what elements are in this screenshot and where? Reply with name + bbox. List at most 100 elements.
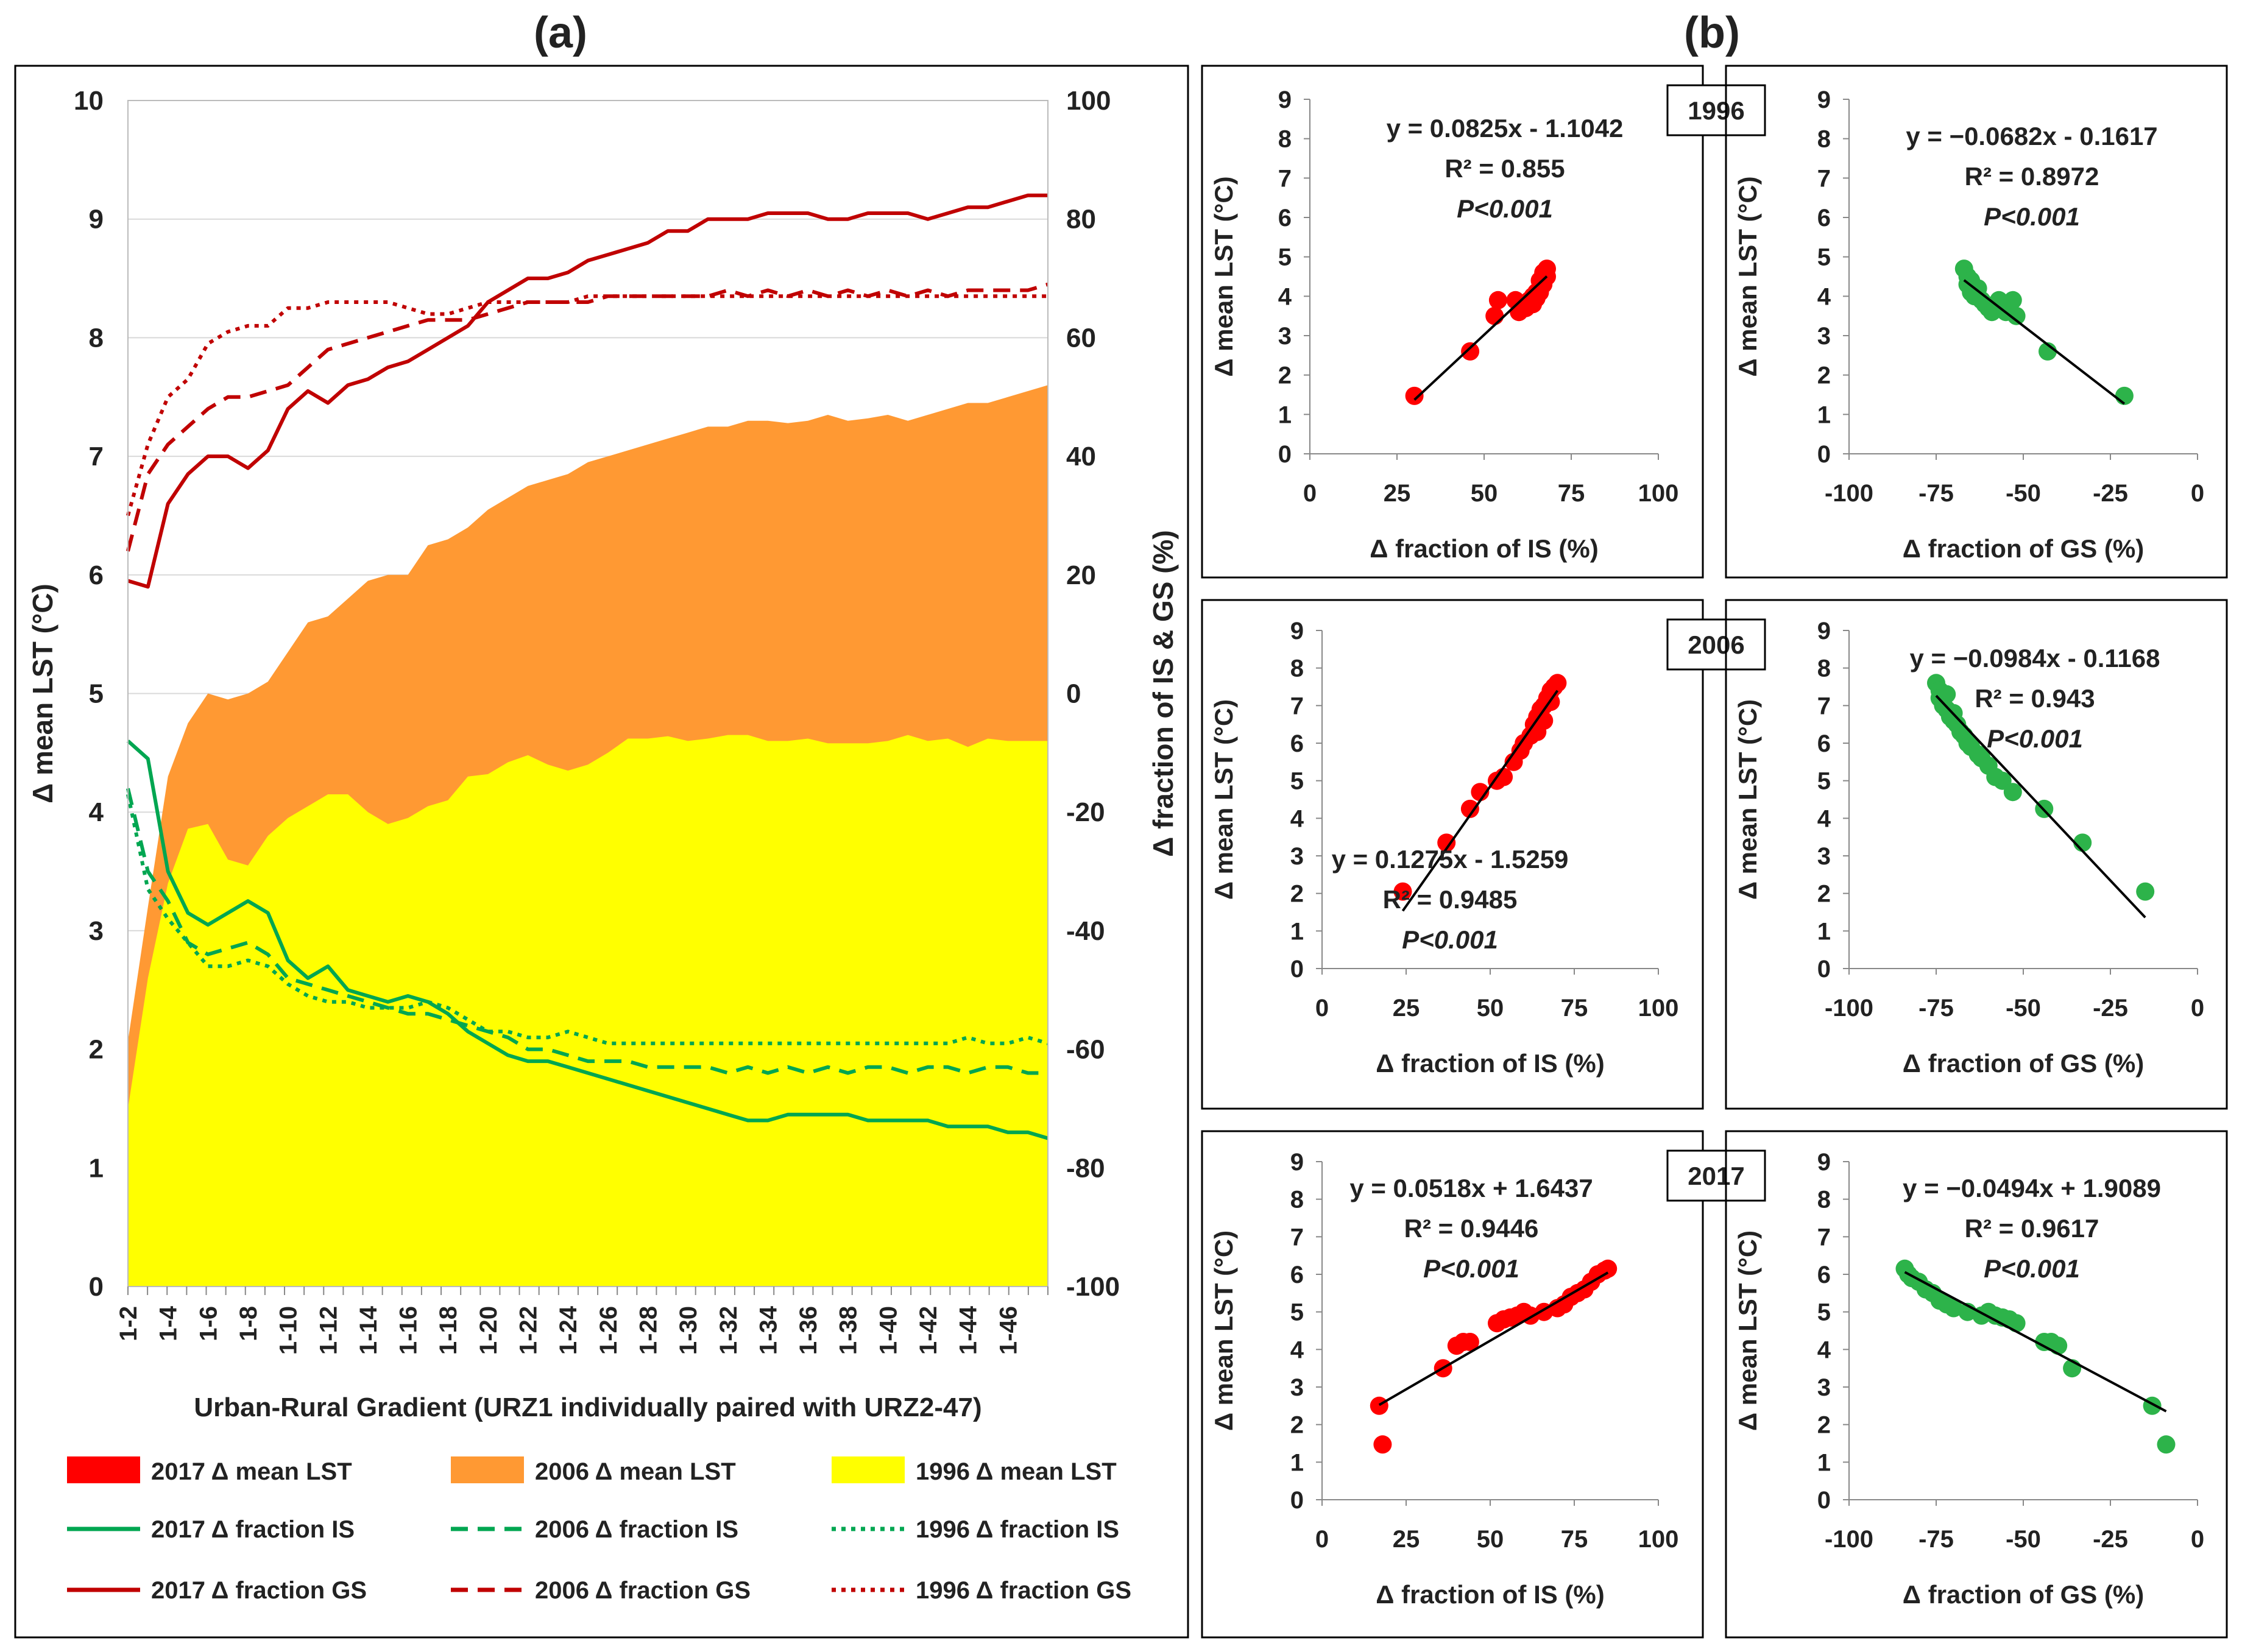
plot-area-border xyxy=(127,100,1049,1287)
x-tick-label: 0 xyxy=(1303,480,1317,507)
y-tick-label: 4 xyxy=(1817,283,1831,310)
p-value-label: P<0.001 xyxy=(1402,925,1498,954)
y-tick-label: 7 xyxy=(1290,1224,1304,1251)
scatter-point xyxy=(2007,306,2026,325)
y-tick-label: 6 xyxy=(1817,205,1831,231)
x-tick-label: 1-14 xyxy=(355,1305,382,1355)
scatter-frame xyxy=(1725,599,2228,1110)
scatter-frame xyxy=(1201,599,1704,1110)
x-tick-label: 1-34 xyxy=(755,1305,782,1355)
y-tick-label: 1 xyxy=(1817,918,1831,945)
line-series xyxy=(126,788,1048,1075)
trendline xyxy=(1413,275,1548,401)
scatter-point xyxy=(1528,722,1547,741)
x-tick-label: 1-6 xyxy=(195,1306,222,1341)
y-tick-label: 4 xyxy=(1278,283,1292,310)
legend-label: 2017 Δ fraction GS xyxy=(151,1577,367,1604)
scatter-point xyxy=(2003,783,2022,802)
x-tick-label: 100 xyxy=(1638,480,1679,507)
r-squared-label: R² = 0.9485 xyxy=(1383,885,1518,914)
x-axis-title: Δ fraction of GS (%) xyxy=(1903,1049,2145,1078)
y-tick-label: 0 xyxy=(1278,441,1292,468)
y-tick-right: -40 xyxy=(1066,916,1105,946)
panel-a-legend: 2017 Δ mean LST 2006 Δ mean LST 1996 Δ mea… xyxy=(67,1456,1131,1604)
y-tick-right: 0 xyxy=(1066,679,1081,709)
y-axis-title: Δ mean LST (°C) xyxy=(1733,1230,1762,1431)
y-tick-left: 3 xyxy=(89,916,104,946)
x-tick-label: 1-20 xyxy=(475,1306,502,1355)
legend-swatch xyxy=(832,1456,905,1483)
scatter-point xyxy=(1937,685,1956,704)
line-series xyxy=(126,794,1049,1045)
x-tick-label: 1-16 xyxy=(395,1306,422,1355)
year-label: 2006 xyxy=(1688,630,1744,659)
panel-title-a: (a) xyxy=(534,9,587,57)
y-tick-label: 1 xyxy=(1290,918,1304,945)
p-value-label: P<0.001 xyxy=(1987,724,2083,753)
y-tick-label: 8 xyxy=(1817,126,1831,153)
x-tick-label: 1-24 xyxy=(555,1305,582,1355)
y-tick-label: 2 xyxy=(1290,1412,1304,1439)
x-tick-label: -25 xyxy=(2093,1526,2128,1553)
y-tick-label: 0 xyxy=(1290,956,1304,983)
y-tick-label: 9 xyxy=(1817,86,1831,113)
y-tick-label: 3 xyxy=(1290,843,1304,870)
x-tick-label: 100 xyxy=(1638,1526,1679,1553)
y-tick-label: 8 xyxy=(1278,126,1292,153)
x-tick-label: -50 xyxy=(2006,995,2041,1022)
y-tick-label: 4 xyxy=(1817,805,1831,832)
x-axis-title: Δ fraction of IS (%) xyxy=(1370,534,1599,563)
y-tick-label: 0 xyxy=(1817,956,1831,983)
y-tick-label: 9 xyxy=(1817,1149,1831,1176)
y-tick-label: 2 xyxy=(1290,881,1304,908)
p-value-label: P<0.001 xyxy=(1423,1254,1519,1283)
x-tick-label: 75 xyxy=(1561,1526,1588,1553)
panel-a-frame xyxy=(14,65,1189,1639)
y-tick-right: 40 xyxy=(1066,442,1096,471)
y-tick-left: 7 xyxy=(89,442,104,471)
y-tick-left: 2 xyxy=(89,1035,104,1065)
x-tick-label: 50 xyxy=(1477,995,1504,1022)
x-axis-title: Δ fraction of IS (%) xyxy=(1376,1049,1605,1078)
equation-label: y = −0.0682x - 0.1617 xyxy=(1906,122,2157,150)
y-tick-label: 1 xyxy=(1290,1449,1304,1476)
x-axis-title: Δ fraction of IS (%) xyxy=(1376,1580,1605,1609)
y-tick-label: 7 xyxy=(1290,693,1304,719)
x-tick-label: 25 xyxy=(1393,1526,1420,1553)
year-label-box xyxy=(1666,1149,1766,1202)
y-axis-title: Δ mean LST (°C) xyxy=(1733,699,1762,900)
x-tick-label: -25 xyxy=(2093,995,2128,1022)
trendline xyxy=(1401,690,1559,912)
y-tick-label: 7 xyxy=(1278,165,1292,192)
scatter-point xyxy=(1979,1302,1998,1321)
trendline xyxy=(1378,1271,1609,1407)
y-axis-title-right: Δ fraction of IS & GS (%) xyxy=(1147,530,1179,857)
line-series xyxy=(126,294,1048,517)
x-tick-label: -75 xyxy=(1918,1526,1954,1553)
legend-label: 2006 Δ fraction GS xyxy=(535,1577,751,1604)
legend-label: 1996 Δ fraction GS xyxy=(916,1577,1131,1604)
x-tick-label: 0 xyxy=(2191,995,2204,1022)
scatter-point xyxy=(1393,882,1412,901)
equation-label: y = −0.0494x + 1.9089 xyxy=(1903,1174,2161,1202)
scatter-frame xyxy=(1725,65,2228,579)
y-tick-label: 9 xyxy=(1817,618,1831,644)
legend-label: 2017 Δ mean LST xyxy=(151,1458,352,1485)
y-tick-label: 3 xyxy=(1817,1374,1831,1401)
x-tick-label: 1-38 xyxy=(835,1306,862,1355)
scatter-point xyxy=(1488,291,1507,309)
y-axis-title: Δ mean LST (°C) xyxy=(1209,699,1238,900)
legend-label: 2017 Δ fraction IS xyxy=(151,1516,355,1543)
scatter-point xyxy=(1460,1333,1479,1351)
x-tick-label: -75 xyxy=(1918,995,1954,1022)
x-tick-label: 1-28 xyxy=(635,1306,662,1355)
x-tick-label: 1-8 xyxy=(235,1306,262,1341)
y-tick-label: 2 xyxy=(1817,1412,1831,1439)
y-tick-right: -100 xyxy=(1066,1272,1120,1302)
y-tick-label: 7 xyxy=(1817,1224,1831,1251)
x-tick-label: 1-4 xyxy=(155,1305,182,1341)
legend-label: 1996 Δ fraction IS xyxy=(916,1516,1119,1543)
y-axis-title: Δ mean LST (°C) xyxy=(1733,176,1762,376)
y-tick-right: -60 xyxy=(1066,1035,1105,1065)
